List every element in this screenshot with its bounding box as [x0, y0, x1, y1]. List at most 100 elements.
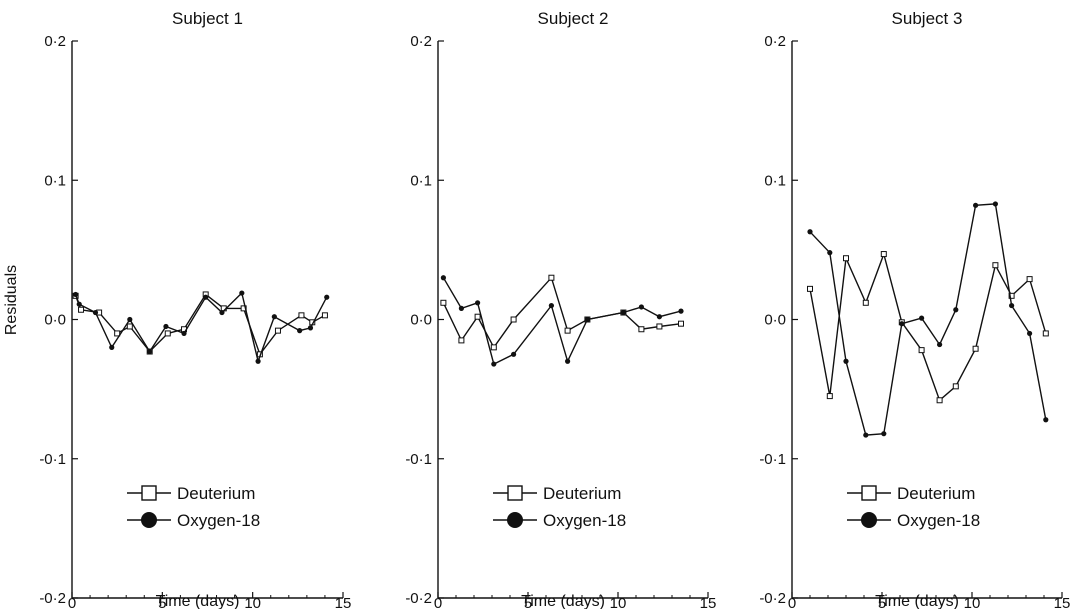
data-point-oxygen-18 — [73, 291, 79, 298]
data-point-oxygen-18 — [973, 202, 979, 208]
data-point-deuterium — [474, 313, 481, 320]
data-point-oxygen-18 — [109, 344, 115, 350]
data-point-deuterium — [678, 320, 684, 327]
data-point-deuterium — [78, 306, 85, 313]
x-tick-label: 5 — [524, 595, 532, 609]
data-point-oxygen-18 — [807, 229, 813, 235]
data-point-oxygen-18 — [127, 316, 133, 323]
data-point-oxygen-18 — [638, 304, 645, 310]
y-axis-label: Residuals — [3, 265, 20, 335]
data-point-oxygen-18 — [827, 250, 833, 256]
data-point-deuterium — [458, 337, 465, 344]
data-point-oxygen-18 — [584, 316, 591, 323]
data-point-deuterium — [114, 330, 121, 337]
data-point-oxygen-18 — [163, 323, 169, 330]
x-tick-label: 0 — [434, 595, 442, 609]
series-line-deuterium — [442, 276, 682, 349]
x-axis-label: Time (days) — [521, 593, 605, 609]
x-axis-label: Time (days) — [875, 593, 959, 609]
data-point-oxygen-18 — [181, 330, 187, 337]
x-tick-label: 5 — [158, 595, 166, 609]
data-point-oxygen-18 — [271, 314, 277, 320]
data-point-deuterium — [972, 345, 979, 352]
y-tick-label: 0·0 — [410, 312, 432, 329]
data-point-deuterium — [1008, 292, 1015, 299]
y-tick-label: 0·2 — [764, 33, 786, 50]
data-point-oxygen-18 — [937, 341, 943, 348]
data-point-oxygen-18 — [1043, 417, 1049, 423]
data-point-deuterium — [510, 316, 517, 323]
series-line-oxygen-18 — [809, 203, 1047, 436]
data-point-oxygen-18 — [548, 302, 555, 309]
data-point-deuterium — [638, 326, 645, 333]
data-point-deuterium — [440, 299, 447, 306]
x-tick-label: 15 — [1054, 595, 1071, 609]
data-point-oxygen-18 — [1027, 330, 1033, 337]
data-point-oxygen-18 — [324, 294, 330, 300]
panel-title: Subject 3 — [892, 9, 963, 28]
data-point-oxygen-18 — [219, 309, 225, 316]
data-point-deuterium — [164, 330, 171, 337]
series-line-oxygen-18 — [74, 291, 328, 364]
y-tick-label: -0·1 — [39, 451, 66, 468]
x-tick-label: 10 — [244, 595, 261, 609]
legend: Deuterium Oxygen-18 — [847, 484, 980, 530]
data-point-deuterium — [321, 312, 328, 319]
data-point-deuterium — [298, 312, 305, 319]
data-point-deuterium — [1026, 276, 1033, 283]
panel-title: Subject 2 — [538, 9, 609, 28]
data-point-deuterium — [126, 323, 133, 330]
data-point-deuterium — [490, 344, 497, 351]
data-point-oxygen-18 — [919, 315, 925, 321]
data-point-oxygen-18 — [565, 358, 571, 364]
x-tick-label: 15 — [700, 595, 717, 609]
data-point-oxygen-18 — [678, 308, 684, 314]
legend-label-deuterium: Deuterium — [177, 484, 255, 503]
x-tick-label: 5 — [878, 595, 886, 609]
legend-label-oxygen-18: Oxygen-18 — [177, 511, 260, 530]
legend-label-oxygen-18: Oxygen-18 — [543, 511, 626, 530]
y-tick-label: -0·2 — [39, 590, 66, 607]
data-point-oxygen-18 — [440, 275, 446, 281]
data-point-oxygen-18 — [510, 351, 517, 357]
legend-label-deuterium: Deuterium — [543, 484, 621, 503]
data-point-oxygen-18 — [92, 309, 99, 316]
data-point-oxygen-18 — [992, 201, 999, 207]
panel-subject-1: Subject 1 -0·2 -0·1 0·0 0·1 0·2 0 5 10 15 Time (da… — [39, 9, 351, 609]
data-point-oxygen-18 — [76, 301, 82, 307]
series-line-deuterium — [74, 293, 326, 356]
x-tick-label: 0 — [68, 595, 76, 609]
x-tick-label: 0 — [788, 595, 796, 609]
data-point-deuterium — [880, 251, 887, 258]
data-point-oxygen-18 — [203, 294, 209, 300]
legend-marker-oxygen-18 — [141, 512, 157, 528]
y-tick-label: 0·2 — [410, 33, 432, 50]
data-point-oxygen-18 — [843, 358, 849, 364]
x-tick-label: 10 — [610, 595, 627, 609]
legend: Deuterium Oxygen-18 — [127, 484, 260, 530]
legend-label-oxygen-18: Oxygen-18 — [897, 511, 980, 530]
legend-marker-deuterium — [861, 485, 877, 501]
data-point-oxygen-18 — [255, 358, 261, 364]
panel-subject-2: Subject 2 -0·2 -0·1 0·0 0·1 0·2 0 5 10 15 Time (da… — [405, 9, 716, 609]
y-tick-label: -0·1 — [759, 451, 786, 468]
data-point-deuterium — [918, 347, 925, 354]
legend-marker-oxygen-18 — [861, 512, 877, 528]
y-tick-label: -0·2 — [759, 590, 786, 607]
y-tick-label: -0·2 — [405, 590, 432, 607]
data-point-oxygen-18 — [475, 300, 481, 306]
data-point-oxygen-18 — [307, 325, 314, 331]
data-point-oxygen-18 — [1009, 302, 1015, 309]
y-tick-label: 0·1 — [764, 172, 786, 189]
data-point-oxygen-18 — [239, 290, 245, 296]
data-point-deuterium — [564, 327, 571, 334]
y-tick-label: -0·1 — [405, 451, 432, 468]
legend-marker-deuterium — [141, 485, 157, 501]
y-tick-label: 0·0 — [764, 312, 786, 329]
legend: Deuterium Oxygen-18 — [493, 484, 626, 530]
data-point-oxygen-18 — [881, 431, 887, 437]
y-tick-label: 0·2 — [44, 33, 66, 50]
panel-subject-3: Subject 3 -0·2 -0·1 0·0 0·1 0·2 0 5 10 15 Time (da… — [759, 9, 1070, 609]
data-point-deuterium — [807, 285, 813, 292]
